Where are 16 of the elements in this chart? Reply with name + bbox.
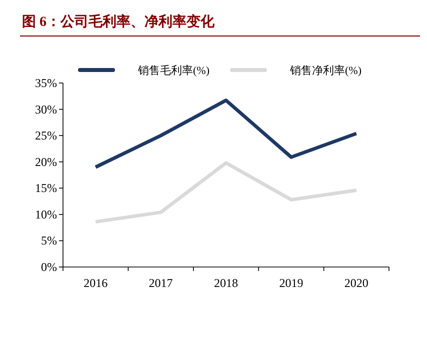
y-tick-label: 30%: [35, 102, 57, 116]
y-tick-label: 5%: [41, 234, 57, 248]
title: 图 6：公司毛利率、净利率变化: [22, 15, 214, 30]
y-tick-label: 20%: [35, 154, 57, 169]
x-tick-label: 2019: [279, 276, 304, 290]
y-tick-label: 10%: [35, 207, 57, 222]
y-tick-label: 15%: [35, 181, 57, 196]
y-tick-label: 0%: [41, 260, 57, 274]
x-tick-label: 2018: [214, 276, 238, 290]
y-tick-label: 25%: [35, 128, 57, 143]
x-tick-label: 2016: [84, 276, 108, 290]
y-tick-label: 35%: [35, 76, 57, 90]
legend-label: 销售毛利率(%): [137, 64, 210, 77]
x-tick-label: 2017: [148, 276, 173, 290]
legend-label: 销售净利率(%): [289, 64, 362, 77]
x-tick-label: 2020: [344, 276, 368, 290]
